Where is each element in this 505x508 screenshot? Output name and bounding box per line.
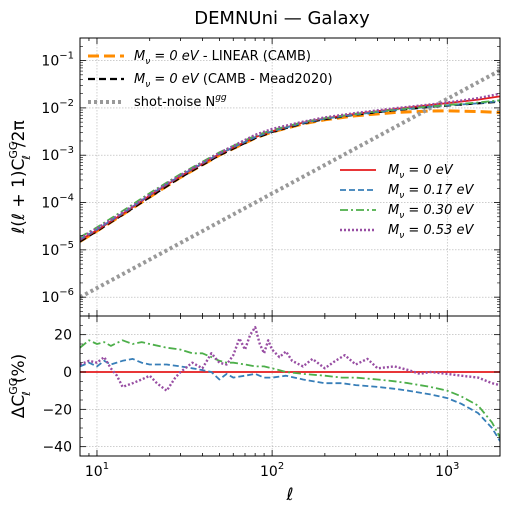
- legend-math: M: [388, 203, 399, 218]
- xtick-label: 103: [435, 461, 459, 480]
- xtick-base: 10: [85, 464, 103, 480]
- top-ytick-base: 10: [41, 196, 59, 212]
- legend-math: M: [388, 163, 399, 178]
- top-ytick-base: 10: [41, 101, 59, 117]
- bottom-ytick-label: −40: [42, 440, 72, 456]
- top-ytick-base: 10: [41, 243, 59, 259]
- xtick-base: 10: [435, 464, 453, 480]
- legend-math: M: [388, 223, 399, 238]
- legend-sub: ν: [399, 171, 404, 181]
- bottom-series-line-1: [80, 358, 500, 442]
- top-ytick-exp: −5: [59, 240, 74, 251]
- legend-value: = 0.17 eV: [404, 183, 474, 198]
- legend-upper: Mν = 0 eV - LINEAR (CAMB)Mν = 0 eV (CAMB…: [88, 49, 333, 110]
- top-panel-ticks: 10−610−510−410−310−210−1: [41, 38, 501, 317]
- top-series-line-6: [80, 92, 500, 240]
- legend-text: shot-noise N: [134, 95, 215, 110]
- xtick-exp: 1: [103, 461, 109, 472]
- top-ytick-base: 10: [41, 290, 59, 306]
- top-ylabel-sub: ℓ: [20, 155, 33, 161]
- legend-label: Mν = 0 eV (CAMB - Mead2020): [134, 72, 333, 90]
- top-ytick-label: 10−1: [41, 51, 74, 70]
- legend-sub: ν: [145, 57, 150, 67]
- figure-title: DEMNUni — Galaxy: [194, 8, 370, 29]
- x-axis-label: ℓ: [285, 485, 293, 505]
- legend-text: - LINEAR (CAMB): [199, 49, 311, 64]
- bottom-panel-frame: [79, 315, 501, 457]
- xtick-label: 101: [85, 461, 109, 480]
- legend-sub: ν: [399, 231, 404, 241]
- bottom-panel-series: [80, 326, 500, 442]
- legend-label: Mν = 0.17 eV: [388, 183, 474, 201]
- top-ytick-label: 10−6: [41, 287, 74, 306]
- legend-sup: gg: [215, 93, 227, 103]
- top-ytick-exp: −3: [59, 145, 74, 156]
- top-ytick-label: 10−2: [41, 98, 74, 117]
- legend-value: = 0 eV: [150, 49, 200, 64]
- legend-label: Mν = 0.53 eV: [388, 223, 474, 241]
- legend-value: = 0 eV: [150, 72, 200, 87]
- top-series-line-2: [80, 68, 500, 299]
- top-ylabel-main: ℓ(ℓ + 1)C: [9, 159, 29, 235]
- bottom-panel-grid: [80, 316, 500, 456]
- top-panel-series: [80, 68, 500, 299]
- xtick-base: 10: [260, 464, 278, 480]
- legend-math: M: [134, 72, 145, 87]
- top-ytick-base: 10: [41, 148, 59, 164]
- top-ytick-exp: −4: [59, 193, 74, 204]
- top-ytick-base: 10: [41, 54, 59, 70]
- bottom-ylabel-sup: GG: [7, 378, 20, 395]
- top-ylabel-sup: GG: [7, 142, 20, 159]
- xtick-label: 102: [260, 461, 284, 480]
- bottom-series-line-2: [80, 339, 500, 438]
- bottom-ytick-label: 0: [63, 365, 72, 381]
- xtick-exp: 2: [278, 461, 284, 472]
- legend-label: Mν = 0.30 eV: [388, 203, 474, 221]
- legend-value: = 0.53 eV: [404, 223, 474, 238]
- legend-label: Mν = 0 eV: [388, 163, 454, 181]
- top-ytick-label: 10−5: [41, 240, 74, 259]
- legend-value: = 0.30 eV: [404, 203, 474, 218]
- bottom-ytick-label: −20: [42, 402, 72, 418]
- top-ytick-label: 10−3: [41, 145, 74, 164]
- legend-sub: ν: [145, 80, 150, 90]
- bottom-series-line-3: [80, 326, 500, 392]
- top-panel-grid: [80, 38, 500, 316]
- bottom-ylabel: ΔCGGℓ (%): [7, 354, 33, 419]
- top-ytick-exp: −2: [59, 98, 74, 109]
- top-ytick-exp: −1: [59, 51, 74, 62]
- legend-label: shot-noise Ngg: [134, 93, 227, 110]
- legend-sub: ν: [399, 211, 404, 221]
- legend-label: Mν = 0 eV - LINEAR (CAMB): [134, 49, 311, 67]
- legend-value: = 0 eV: [404, 163, 454, 178]
- top-ytick-exp: −6: [59, 287, 74, 298]
- bottom-ylabel-tail: (%): [9, 354, 29, 383]
- xtick-exp: 3: [453, 461, 459, 472]
- legend-sub: ν: [399, 191, 404, 201]
- legend-math: M: [134, 49, 145, 64]
- bottom-ylabel-main: ΔC: [9, 395, 29, 419]
- legend-math: M: [388, 183, 399, 198]
- top-ylabel-tail: /2π: [9, 120, 29, 147]
- top-ytick-label: 10−4: [41, 193, 74, 212]
- legend-text: (CAMB - Mead2020): [199, 72, 333, 87]
- bottom-ytick-label: 20: [54, 328, 72, 344]
- top-ylabel: ℓ(ℓ + 1)CGGℓ/2π: [7, 120, 33, 234]
- bottom-ylabel-sub: ℓ: [20, 391, 33, 397]
